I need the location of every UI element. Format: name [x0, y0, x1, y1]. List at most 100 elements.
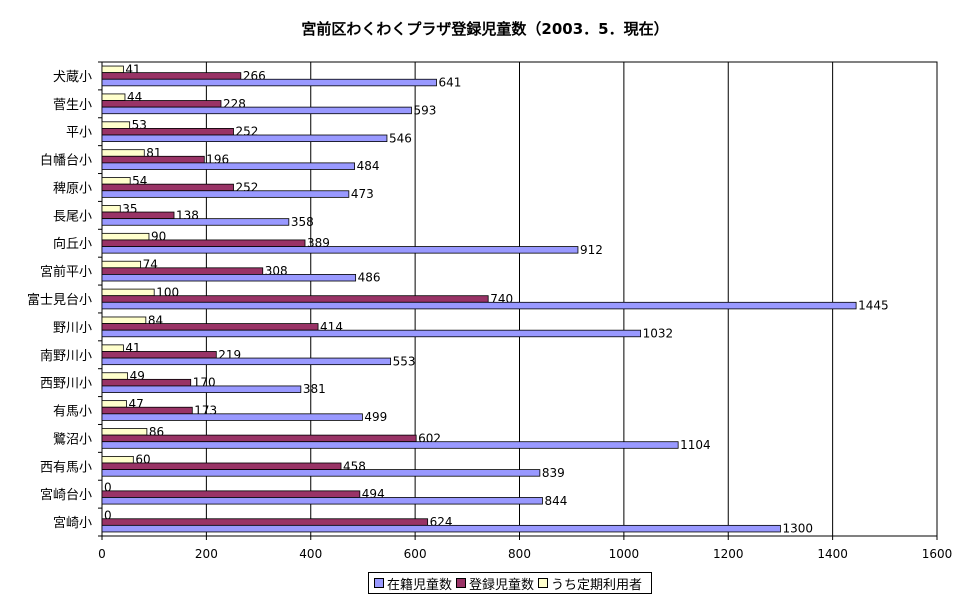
bar-enrolled: [101, 162, 355, 170]
bar-registered: [101, 183, 234, 192]
category-label: 南野川小: [40, 348, 92, 364]
data-label: 381: [303, 382, 326, 396]
bar-enrolled: [101, 246, 579, 254]
chart-title: 宮前区わくわくプラザ登録児童数（2003．5．現在）: [301, 20, 669, 38]
data-label: 912: [580, 243, 603, 257]
bar-registered: [101, 72, 242, 80]
category-label: 長尾小: [53, 209, 92, 224]
bar-regular-users: [101, 344, 124, 352]
data-label: 473: [351, 187, 374, 201]
x-tick-label: 1200: [713, 547, 744, 561]
data-label: 1300: [782, 522, 813, 536]
x-tick-label: 200: [195, 547, 218, 561]
bar-regular-users: [101, 177, 131, 185]
bar-registered: [101, 239, 306, 247]
data-label: 1104: [680, 438, 711, 452]
bar-registered: [101, 211, 175, 220]
bar-regular-users: [101, 288, 155, 297]
bar-enrolled: [101, 441, 679, 449]
bar-enrolled: [101, 78, 437, 87]
data-label: 844: [544, 494, 567, 508]
x-tick-label: 800: [508, 547, 531, 561]
bar-regular-users: [101, 316, 147, 324]
legend: 在籍児童数 登録児童数 うち定期利用者: [368, 572, 653, 594]
category-label: 菅生小: [53, 98, 92, 113]
bar-registered: [101, 406, 193, 415]
data-label: 641: [439, 76, 462, 90]
bar-enrolled: [101, 190, 350, 198]
x-tick-label: 0: [98, 547, 106, 561]
bar-registered: [101, 267, 264, 275]
legend-label-enrolled: 在籍児童数: [387, 577, 453, 593]
data-label: 486: [358, 271, 381, 285]
data-label: 546: [389, 131, 412, 145]
bar-registered: [101, 351, 217, 359]
data-label: 1445: [858, 299, 889, 313]
category-label: 白幡台小: [40, 153, 92, 169]
bar-registered: [101, 323, 319, 331]
bar-registered: [101, 155, 205, 164]
category-label: 宮崎小: [53, 515, 92, 531]
category-label: 鷺沼小: [53, 431, 92, 447]
bar-regular-users: [101, 149, 145, 157]
data-label: 358: [291, 215, 314, 229]
data-label: 839: [542, 466, 565, 480]
category-label: 向丘小: [53, 236, 92, 252]
data-label: 553: [393, 354, 416, 368]
legend-label-regular-users: うち定期利用者: [551, 577, 643, 593]
bar-regular-users: [101, 455, 134, 464]
legend-item-enrolled: 在籍児童数: [374, 574, 452, 593]
legend-item-regular-users: うち定期利用者: [538, 574, 642, 593]
bar-regular-users: [101, 372, 128, 380]
x-tick-label: 400: [299, 547, 322, 561]
category-label: 稗原小: [53, 181, 92, 196]
bar-registered: [101, 518, 429, 526]
legend-swatch-enrolled: [374, 578, 384, 588]
bar-regular-users: [101, 205, 121, 213]
bar-enrolled: [101, 218, 290, 226]
x-tick-label: 1600: [922, 547, 953, 561]
data-label: 1032: [643, 326, 674, 340]
category-label: 有馬小: [53, 405, 92, 420]
bar-enrolled: [101, 106, 412, 115]
category-label: 平小: [66, 126, 92, 141]
bar-registered: [101, 100, 222, 108]
data-label: 499: [364, 410, 387, 424]
bar-enrolled: [101, 413, 363, 421]
data-label: 593: [413, 103, 436, 117]
x-tick-label: 1000: [609, 547, 640, 561]
bar-registered: [101, 378, 192, 387]
bar-regular-users: [101, 260, 142, 269]
bar-regular-users: [101, 400, 127, 408]
bar-enrolled: [101, 329, 641, 338]
legend-swatch-regular-users: [538, 578, 549, 588]
bar-registered: [101, 434, 417, 443]
category-label: 西有馬小: [40, 460, 92, 475]
bar-regular-users: [101, 93, 126, 101]
category-label: 宮崎台小: [40, 487, 92, 503]
bar-enrolled: [101, 274, 357, 282]
legend-label-registered: 登録児童数: [469, 577, 535, 593]
bar-enrolled: [101, 497, 543, 505]
category-label: 野川小: [53, 321, 92, 336]
category-label: 犬蔵小: [53, 70, 92, 85]
bar-enrolled: [101, 301, 857, 310]
legend-swatch-registered: [456, 578, 467, 588]
data-label: 484: [357, 159, 380, 173]
category-label: 宮前平小: [40, 264, 92, 280]
bar-enrolled: [101, 385, 302, 393]
bar-registered: [101, 128, 234, 136]
bar-registered: [101, 295, 489, 303]
bar-registered: [101, 462, 342, 470]
bar-regular-users: [101, 232, 150, 241]
bar-enrolled: [101, 469, 541, 477]
bar-regular-users: [101, 65, 124, 74]
bar-enrolled: [101, 134, 388, 143]
bar-enrolled: [101, 524, 781, 533]
data-label: 0: [104, 508, 112, 522]
bar-regular-users: [101, 428, 148, 436]
x-tick-label: 1400: [817, 547, 848, 561]
category-label: 富士見台小: [27, 292, 92, 308]
bar-registered: [101, 490, 361, 498]
